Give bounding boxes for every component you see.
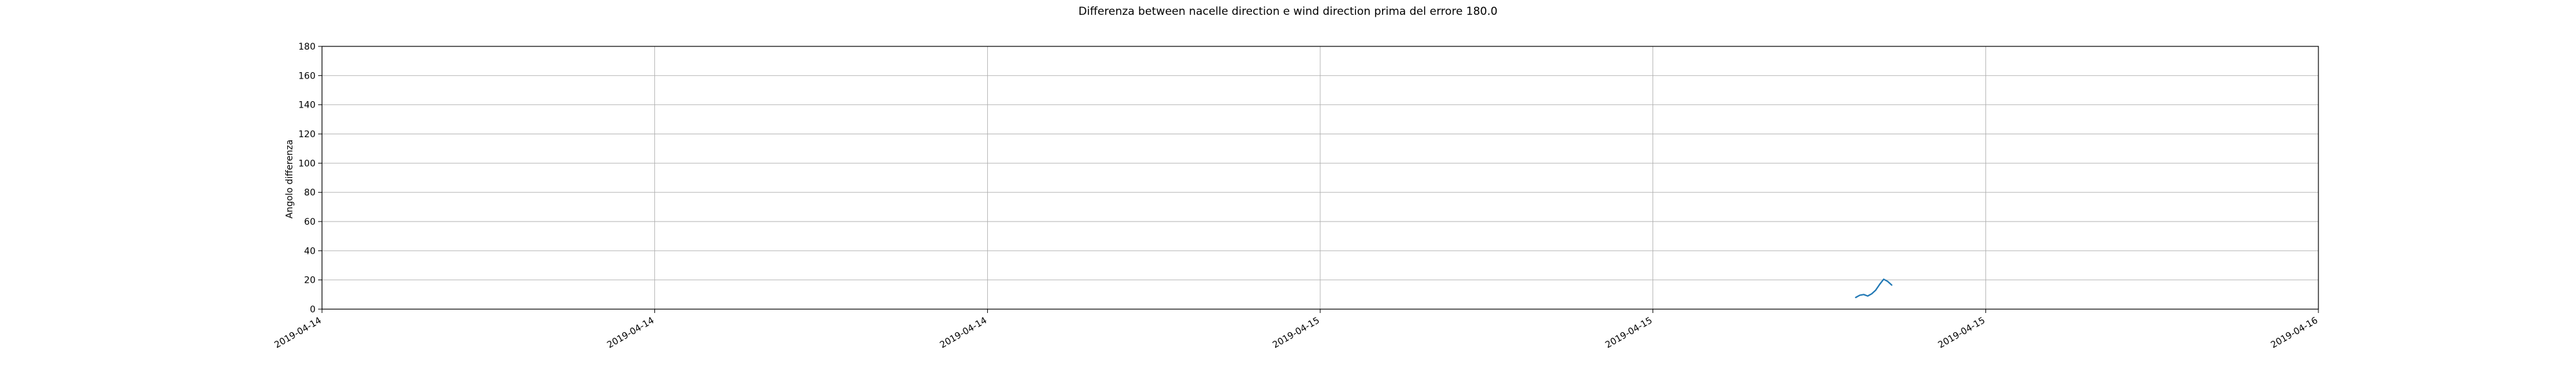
x-tick-label: 2019-04-15: [1937, 316, 1987, 351]
y-tick-label: 100: [298, 158, 316, 169]
y-tick-label: 180: [298, 42, 316, 52]
ticks-layer: 0 20 40 60 80 100 120 140 160 180 2019-04-14 2019-0…: [273, 42, 2320, 350]
y-axis-label: Angolo differenza: [285, 140, 295, 219]
y-tick-label: 60: [304, 217, 316, 227]
y-tick-label: 40: [304, 246, 316, 256]
y-tick-label: 160: [298, 71, 316, 81]
x-tick-label: 2019-04-15: [1271, 316, 1321, 351]
series-layer: [1856, 280, 1892, 298]
x-tick-label: 2019-04-14: [605, 316, 656, 351]
y-tick-label: 140: [298, 100, 316, 111]
x-tick-label: 2019-04-16: [2269, 316, 2320, 351]
x-tick-label: 2019-04-14: [938, 316, 989, 351]
chart-title: Differenza between nacelle direction e w…: [1079, 5, 1498, 18]
y-tick-label: 0: [310, 305, 316, 315]
x-tick-label: 2019-04-14: [273, 316, 324, 351]
series-line-difference: [1856, 280, 1892, 298]
grid-layer: [322, 46, 2318, 309]
y-tick-label: 20: [304, 276, 316, 286]
x-tick-label: 2019-04-15: [1604, 316, 1654, 351]
y-tick-label: 80: [304, 188, 316, 198]
y-tick-label: 120: [298, 129, 316, 140]
